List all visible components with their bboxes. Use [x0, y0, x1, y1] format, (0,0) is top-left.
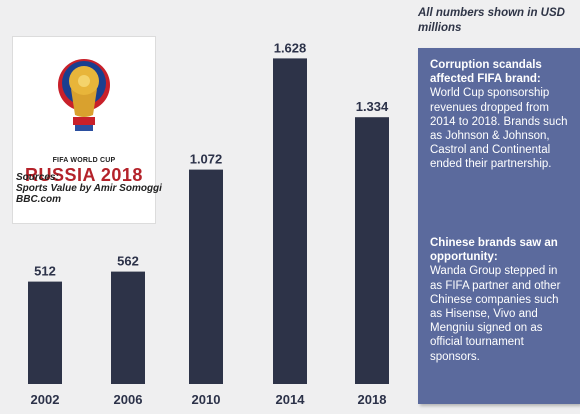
logo-title: RUSSIA 2018 — [25, 165, 143, 185]
bar-2014 — [273, 58, 307, 385]
source-line-1: Sports Value by Amir Somoggi — [16, 183, 162, 194]
fifa-logo-box: FIFA WORLD CUP RUSSIA 2018 — [12, 36, 156, 224]
tick-label-2006: 2006 — [114, 392, 143, 407]
tick-label-2018: 2018 — [358, 392, 387, 407]
value-label-2006: 562 — [117, 254, 139, 269]
bar-2018 — [355, 117, 389, 384]
commentary-body-1: World Cup sponsorship revenues dropped f… — [430, 87, 568, 171]
commentary-panel: Corruption scandals affected FIFA brand:… — [418, 48, 580, 404]
source-line-2: BBC.com — [16, 194, 62, 205]
logo-subtitle: FIFA WORLD CUP — [52, 157, 116, 164]
value-label-2018: 1.334 — [356, 99, 389, 114]
sources-label: Sources: — [16, 172, 59, 183]
tick-label-2010: 2010 — [192, 392, 221, 407]
bar-2002 — [28, 281, 62, 384]
bar-2010 — [189, 169, 223, 384]
tick-label-2002: 2002 — [31, 392, 60, 407]
commentary-heading-2: Chinese brands saw an opportunity: — [430, 237, 558, 264]
value-label-2010: 1.072 — [190, 152, 223, 167]
units-note: All numbers shown in USD millions — [418, 7, 565, 34]
world-cup-trophy-emblem — [58, 59, 110, 131]
tick-label-2014: 2014 — [276, 392, 306, 407]
value-label-2002: 512 — [34, 264, 56, 279]
commentary-block-1: Corruption scandals affected FIFA brand:… — [430, 58, 570, 172]
commentary-block-2: Chinese brands saw an opportunity: Wanda… — [430, 236, 570, 364]
commentary-heading-1: Corruption scandals affected FIFA brand: — [430, 59, 542, 86]
value-label-2014: 1.628 — [274, 40, 307, 55]
bar-2006 — [111, 271, 145, 384]
commentary-body-2: Wanda Group stepped in as FIFA partner a… — [430, 265, 561, 363]
sources-note: Sources: Sports Value by Amir Somoggi BB… — [16, 172, 162, 205]
